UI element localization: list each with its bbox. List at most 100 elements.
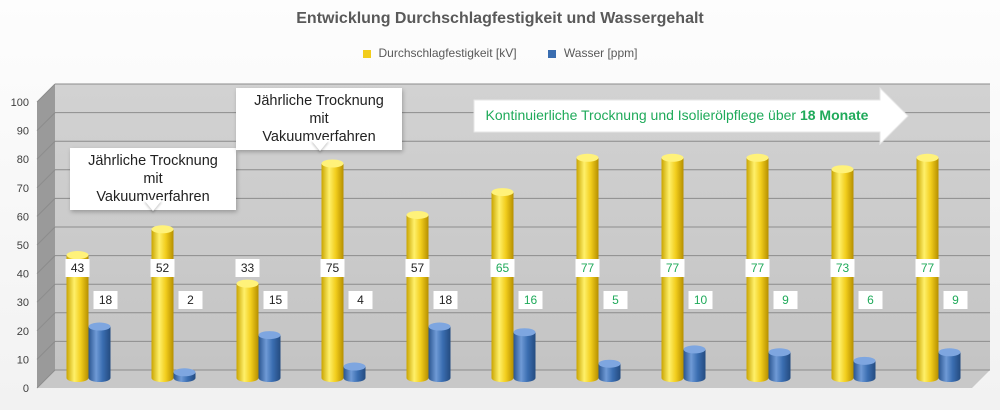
bar-water-top xyxy=(258,331,281,340)
data-label-water-bg xyxy=(433,291,458,309)
data-label-strength-bg xyxy=(745,259,770,277)
y-tick-label: 20 xyxy=(17,326,29,338)
data-label-water: 5 xyxy=(612,293,619,307)
data-label-strength: 43 xyxy=(71,261,85,275)
bar-water-top xyxy=(343,362,366,371)
data-label-strength: 77 xyxy=(751,261,765,275)
data-label-strength-bg xyxy=(405,259,430,277)
banner-arrow-shape xyxy=(473,86,909,146)
data-label-water-bg xyxy=(518,291,543,309)
bar-strength xyxy=(66,255,89,382)
data-label-strength-bg xyxy=(490,259,515,277)
y-tick-label: 70 xyxy=(17,183,29,195)
legend-item-strength: Durchschlagfestigkeit [kV] xyxy=(362,46,517,60)
data-label-strength: 77 xyxy=(921,261,935,275)
callout-drying-1-arrow xyxy=(144,200,162,211)
bar-water-top xyxy=(88,322,111,331)
bar-water xyxy=(428,326,451,382)
gridline-side xyxy=(36,283,56,303)
bar-strength-top xyxy=(321,159,344,168)
bar-strength-top xyxy=(661,153,684,162)
gridline-side xyxy=(36,112,56,131)
gridline-side xyxy=(36,312,56,332)
bar-water xyxy=(258,335,281,382)
bar-strength-top xyxy=(576,153,599,162)
bar-strength-top xyxy=(746,153,769,162)
y-tick-label: 0 xyxy=(23,383,29,395)
y-tick-label: 100 xyxy=(11,97,29,109)
data-label-strength-bg xyxy=(235,259,260,277)
bar-strength-top xyxy=(66,251,89,260)
data-label-water-bg xyxy=(263,291,288,309)
gridline-side xyxy=(36,140,56,160)
data-label-water: 6 xyxy=(867,293,874,307)
data-label-strength-bg xyxy=(320,259,345,277)
bar-strength-top xyxy=(491,188,514,197)
data-label-water-bg xyxy=(93,291,118,309)
y-tick-label: 90 xyxy=(17,126,29,138)
data-label-strength-bg xyxy=(575,259,600,277)
bar-strength xyxy=(491,192,514,382)
y-tick-label: 10 xyxy=(17,354,29,366)
bar-water-top xyxy=(513,328,536,337)
data-label-water: 18 xyxy=(439,293,453,307)
data-label-strength: 52 xyxy=(156,261,170,275)
gridline-side xyxy=(36,169,56,189)
data-label-strength: 77 xyxy=(581,261,595,275)
gridline-side xyxy=(36,341,56,360)
data-label-strength-bg xyxy=(65,259,90,277)
banner-text: Kontinuierliche Trocknung und Isolierölp… xyxy=(472,107,882,123)
legend-swatch-water xyxy=(547,49,556,58)
y-tick-label: 30 xyxy=(17,297,29,309)
data-label-water: 2 xyxy=(187,293,194,307)
bar-water xyxy=(343,366,366,382)
data-label-water: 10 xyxy=(694,293,708,307)
bar-strength xyxy=(151,229,174,382)
bar-water-top xyxy=(853,356,876,365)
y-tick-label: 80 xyxy=(17,154,29,166)
data-label-water-bg xyxy=(943,291,968,309)
callout-drying-1: Jährliche Trocknung mit Vakuumverfahren xyxy=(70,148,236,210)
bar-strength xyxy=(406,214,429,382)
banner-text-bold: 18 Monate xyxy=(799,107,869,123)
bar-water-top xyxy=(683,345,706,354)
banner-text-main: Kontinuierliche Trocknung und Isolierölp… xyxy=(485,107,800,123)
bar-water xyxy=(513,332,536,382)
bar-strength-top xyxy=(406,210,429,219)
gridline-side xyxy=(36,226,56,246)
data-label-water: 9 xyxy=(782,293,789,307)
bar-strength-top xyxy=(831,165,854,174)
bar-water xyxy=(683,349,706,382)
callout-drying-2: Jährliche Trocknung mit Vakuumverfahren xyxy=(236,88,402,150)
data-label-strength: 57 xyxy=(411,261,425,275)
gridline-side xyxy=(36,83,56,103)
callout-drying-2-line2: Vakuumverfahren xyxy=(262,129,376,145)
data-label-strength: 65 xyxy=(496,261,510,275)
bar-water xyxy=(853,360,876,382)
data-label-strength-bg xyxy=(830,259,855,277)
data-label-water-bg xyxy=(178,291,203,309)
bar-water xyxy=(598,363,621,382)
bar-water-top xyxy=(598,359,621,368)
bar-water-top xyxy=(938,348,961,357)
data-label-strength-bg xyxy=(660,259,685,277)
callout-drying-1-line1: Jährliche Trocknung mit xyxy=(88,153,218,187)
bar-water-top xyxy=(428,322,451,331)
data-label-water: 9 xyxy=(952,293,959,307)
data-label-water: 4 xyxy=(357,293,364,307)
data-label-water: 15 xyxy=(269,293,283,307)
y-tick-label: 40 xyxy=(17,269,29,281)
drying-banner: Kontinuierliche Trocknung und Isolierölp… xyxy=(472,86,912,146)
bar-strength-top xyxy=(916,153,939,162)
callout-drying-1-line2: Vakuumverfahren xyxy=(96,189,210,205)
data-label-strength: 75 xyxy=(326,261,340,275)
bar-water xyxy=(768,352,791,382)
bar-water xyxy=(88,326,111,382)
bar-strength-top xyxy=(151,225,174,234)
legend-swatch-strength xyxy=(362,49,371,58)
chart-legend: Durchschlagfestigkeit [kV] Wasser [ppm] xyxy=(0,46,1000,60)
chart-title: Entwicklung Durchschlagfestigkeit und Wa… xyxy=(296,10,704,27)
data-label-water: 16 xyxy=(524,293,538,307)
